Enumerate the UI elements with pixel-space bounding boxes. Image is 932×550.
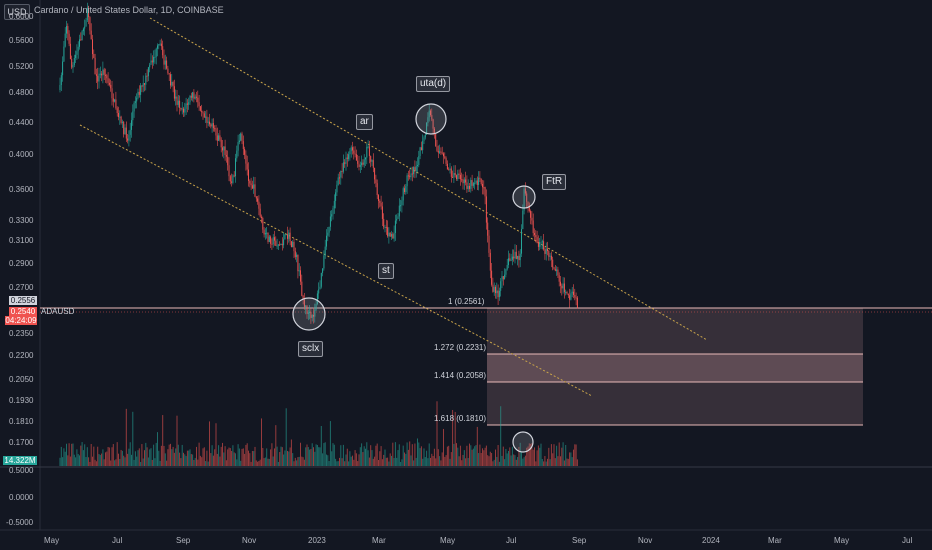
sclx-circle: [292, 297, 326, 331]
price-tick: 0.5200: [9, 62, 34, 71]
price-tick: 0.1700: [9, 438, 34, 447]
price-tick: 0.2350: [9, 329, 34, 338]
price-tick: 0.2700: [9, 283, 34, 292]
time-tick: 2023: [308, 536, 326, 545]
fib-level-label: 1.618 (0.1810): [434, 414, 487, 423]
highlight-circles: [292, 103, 536, 453]
symbol-label: ADAUSD: [41, 307, 75, 316]
time-tick: Sep: [176, 536, 191, 545]
time-tick: Jul: [506, 536, 517, 545]
utad-circle: [415, 103, 447, 135]
price-tick: 0.1810: [9, 417, 34, 426]
current-price-label: 0.2540: [9, 307, 37, 316]
ref-price-label: 0.2556: [9, 296, 37, 305]
price-candles: [59, 2, 578, 324]
annotation-ftr[interactable]: FtR: [542, 174, 567, 190]
time-tick: May: [834, 536, 850, 545]
fib-level-label: 1.272 (0.2231): [434, 343, 487, 352]
fib-zone[interactable]: [40, 307, 932, 426]
countdown-label: 04:24:09: [5, 316, 37, 325]
annotation-sclx[interactable]: sclx: [298, 341, 324, 357]
annotation-ar[interactable]: ar: [356, 114, 373, 130]
price-tick: 0.3600: [9, 185, 34, 194]
price-tick: 0.5600: [9, 36, 34, 45]
time-tick: Mar: [372, 536, 386, 545]
price-tick: 0.2900: [9, 259, 34, 268]
price-tick: 0.6000: [9, 12, 34, 21]
time-tick: Mar: [768, 536, 782, 545]
time-tick: Nov: [242, 536, 257, 545]
volume-circle: [512, 431, 534, 453]
time-tick: Jul: [902, 536, 913, 545]
time-tick: Sep: [572, 536, 587, 545]
volume-value-label: 14.322M: [3, 456, 37, 465]
volume-bars: [59, 401, 578, 466]
volume-tick: 0.5000: [9, 466, 34, 475]
fib-level-label: 1.414 (0.2058): [434, 371, 487, 380]
volume-tick: -0.5000: [6, 518, 34, 527]
price-tick: 0.3300: [9, 216, 34, 225]
annotation-utad[interactable]: uta(d): [416, 76, 451, 92]
price-tick: 0.4800: [9, 88, 34, 97]
time-tick: May: [44, 536, 60, 545]
volume-tick: 0.0000: [9, 493, 34, 502]
price-tick: 0.4400: [9, 118, 34, 127]
chart-title: Cardano / United States Dollar, 1D, COIN…: [34, 5, 224, 15]
descending-channel[interactable]: [79, 17, 708, 397]
time-tick: 2024: [702, 536, 720, 545]
time-tick: May: [440, 536, 456, 545]
fib-level-label: 1 (0.2561): [448, 297, 485, 306]
time-tick: Nov: [638, 536, 653, 545]
price-tick: 0.2200: [9, 351, 34, 360]
price-tick: 0.3100: [9, 236, 34, 245]
currency-button[interactable]: USD: [4, 4, 30, 20]
annotation-st[interactable]: st: [378, 263, 394, 279]
price-tick: 0.2050: [9, 375, 34, 384]
price-tick: 0.1930: [9, 396, 34, 405]
time-tick: Jul: [112, 536, 123, 545]
ftr-circle: [512, 185, 536, 209]
price-tick: 0.4000: [9, 150, 34, 159]
